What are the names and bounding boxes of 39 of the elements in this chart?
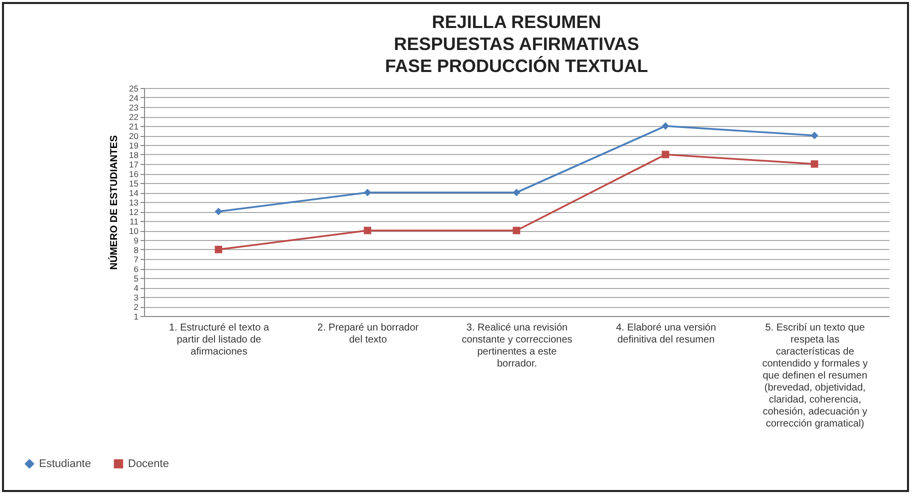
y-tick-label: 8 bbox=[134, 245, 139, 255]
y-tick-label: 23 bbox=[129, 102, 139, 112]
point bbox=[214, 208, 222, 216]
y-tick-label: 7 bbox=[134, 254, 139, 264]
y-tick-label: 18 bbox=[129, 150, 139, 160]
y-tick-label: 1 bbox=[134, 312, 139, 322]
y-tick-label: 20 bbox=[129, 131, 139, 141]
y-tick-label: 9 bbox=[134, 236, 139, 246]
y-tick-label: 10 bbox=[129, 226, 139, 236]
legend-label: Docente bbox=[128, 458, 169, 470]
point bbox=[662, 122, 670, 130]
y-tick-label: 22 bbox=[129, 112, 139, 122]
y-tick-label: 6 bbox=[134, 264, 139, 274]
y-tick-label: 2 bbox=[134, 302, 139, 312]
y-tick-label: 12 bbox=[129, 207, 139, 217]
y-tick-label: 17 bbox=[129, 160, 139, 170]
legend-label: Estudiante bbox=[39, 458, 91, 470]
y-tick-label: 13 bbox=[129, 198, 139, 208]
category-label: 5. Escribí un texto que respeta las características de contendido y formales y que definen el resumen (brevedad, objetividad, claridad, coherencia, cohesión, adecuación y corrección gramatical) bbox=[762, 322, 868, 430]
y-axis-title: NÚMERO DE ESTUDIANTES bbox=[108, 134, 120, 270]
point bbox=[364, 188, 372, 196]
y-tick-label: 21 bbox=[129, 122, 139, 132]
y-tick-label: 15 bbox=[129, 178, 139, 188]
y-tick-label: 4 bbox=[134, 283, 139, 293]
y-tick-label: 5 bbox=[134, 274, 139, 284]
y-tick-label: 16 bbox=[129, 169, 139, 179]
chart-title: REJILLA RESUMEN RESPUESTAS AFIRMATIVAS FASE PRODUCCIÓN TEXTUAL bbox=[384, 12, 648, 76]
y-tick-label: 19 bbox=[129, 140, 139, 150]
point bbox=[512, 188, 520, 196]
point bbox=[810, 132, 818, 140]
y-tick-label: 24 bbox=[129, 93, 139, 103]
x-tick-label: 4. Elaboré una versión definitiva del resumen bbox=[616, 322, 716, 346]
x-tick-label: 2. Preparé un borrador del texto bbox=[317, 322, 420, 346]
y-tick-label: 11 bbox=[130, 216, 139, 226]
y-tick-label: 25 bbox=[129, 84, 139, 94]
x-tick-label: 1. Estructuré el texto a partir del listado de afirmaciones bbox=[168, 322, 270, 358]
y-tick-label: 14 bbox=[129, 188, 139, 198]
y-tick-label: 3 bbox=[134, 292, 139, 302]
x-tick-label: 3. Realicé una revisión constante y correcciones pertinentes a este borrador. bbox=[462, 322, 572, 370]
